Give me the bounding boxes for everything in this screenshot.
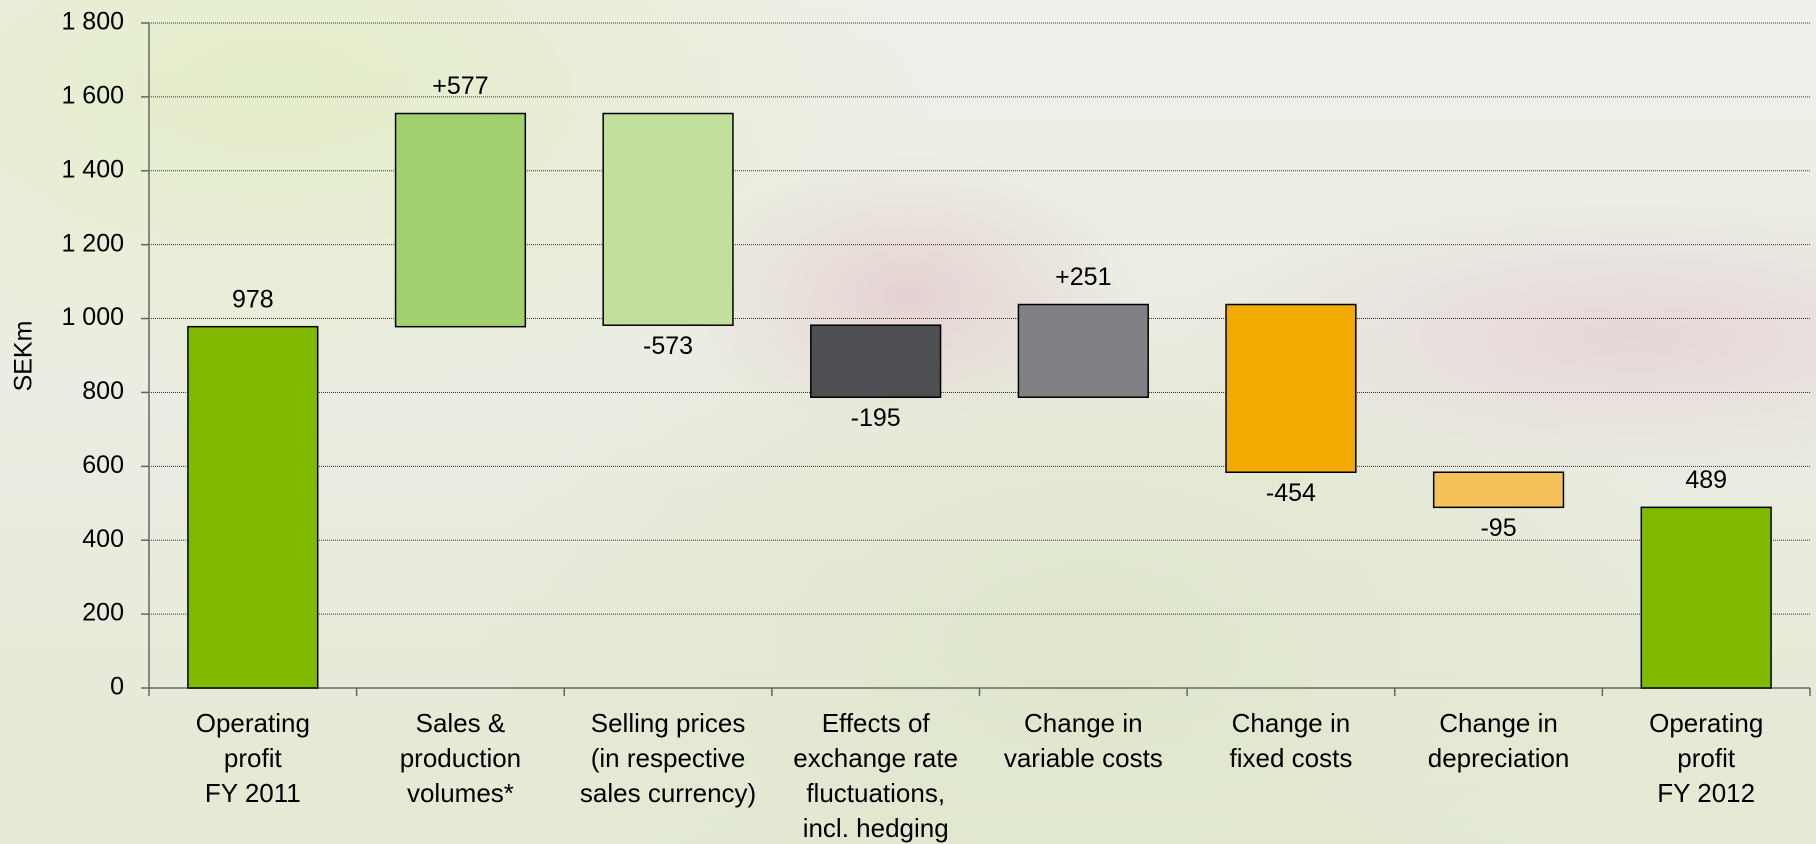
- x-tick-label: Selling prices (in respective sales curr…: [568, 706, 768, 811]
- bar: [1434, 472, 1564, 507]
- x-tick-label: Effects of exchange rate fluctuations, i…: [776, 706, 976, 844]
- y-tick-label: 1 400: [61, 155, 124, 183]
- bar: [396, 114, 526, 327]
- y-tick-label: 600: [82, 451, 124, 479]
- value-label: +251: [1055, 263, 1111, 291]
- value-label: -454: [1266, 479, 1316, 507]
- bar: [188, 327, 318, 688]
- chart: SEKm 0 200 400 600 800 1 000 1 200 1 400 1 600 1 …: [0, 0, 1816, 844]
- x-tick-label: Change in depreciation: [1399, 706, 1599, 776]
- y-tick-label: 1 200: [61, 229, 124, 257]
- x-tick-label: Change in variable costs: [983, 706, 1183, 776]
- value-label: -573: [643, 332, 693, 360]
- value-label: +577: [432, 72, 488, 100]
- value-label: -195: [851, 404, 901, 432]
- x-tick-label: Operating profit FY 2011: [153, 706, 353, 811]
- y-tick-label: 400: [82, 525, 124, 553]
- bar: [603, 114, 733, 326]
- y-tick-label: 0: [110, 673, 124, 701]
- bar: [1226, 305, 1356, 473]
- x-tick-label: Sales & production volumes*: [360, 706, 560, 811]
- value-label: 489: [1685, 466, 1727, 494]
- value-label: -95: [1480, 514, 1516, 542]
- bar: [1018, 305, 1148, 398]
- y-tick-label: 800: [82, 377, 124, 405]
- bar: [811, 325, 941, 397]
- y-tick-label: 1 800: [61, 8, 124, 36]
- y-tick-label: 200: [82, 599, 124, 627]
- x-tick-label: Operating profit FY 2012: [1606, 706, 1806, 811]
- x-tick-label: Change in fixed costs: [1191, 706, 1391, 776]
- y-axis-title: SEKm: [10, 321, 38, 392]
- value-label: 978: [232, 285, 274, 313]
- y-tick-label: 1 600: [61, 81, 124, 109]
- y-tick-label: 1 000: [61, 303, 124, 331]
- bar: [1641, 507, 1771, 688]
